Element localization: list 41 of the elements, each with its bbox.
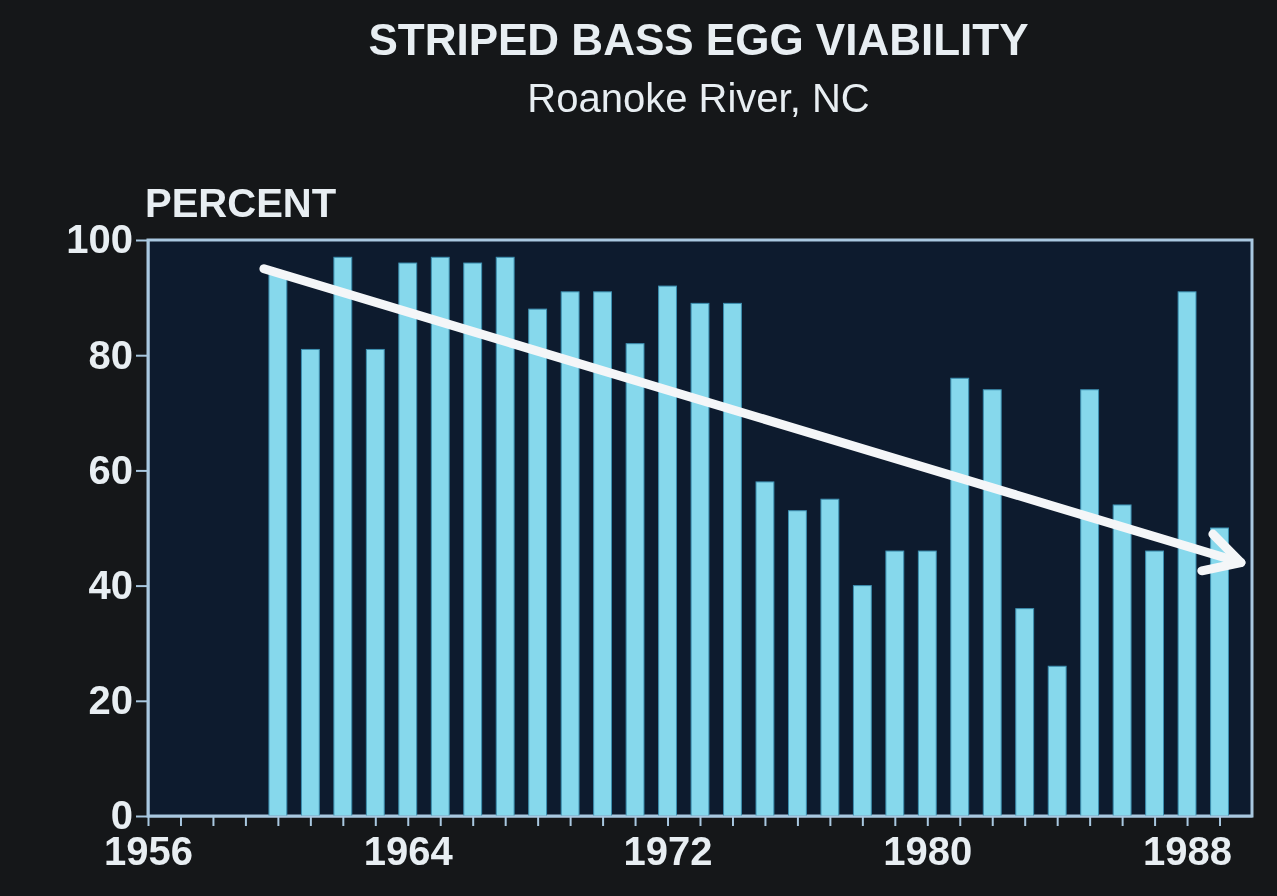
bar <box>820 498 840 817</box>
y-tick-label: 80 <box>88 332 133 377</box>
bar <box>625 343 645 817</box>
bar <box>1015 608 1035 817</box>
bar <box>528 308 548 817</box>
bar <box>658 285 677 817</box>
bar <box>398 262 418 817</box>
bar <box>300 348 320 817</box>
bar <box>1177 291 1197 817</box>
bar <box>1145 550 1165 817</box>
bar <box>982 389 1002 817</box>
bar <box>463 262 483 817</box>
x-tick-label: 1972 <box>623 829 713 873</box>
bar <box>365 348 385 817</box>
bar <box>560 291 580 817</box>
bar <box>1080 389 1100 817</box>
y-axis-title: PERCENT <box>145 181 337 225</box>
y-tick-label: 20 <box>88 678 133 723</box>
bar <box>268 274 288 817</box>
x-tick-label: 1980 <box>883 829 973 873</box>
bar <box>593 291 613 817</box>
y-tick-label: 60 <box>88 447 133 492</box>
bar <box>787 510 807 817</box>
bar <box>1047 665 1067 817</box>
y-tick-label: 100 <box>66 217 133 262</box>
bar <box>885 550 905 817</box>
y-tick-label: 40 <box>88 562 133 607</box>
bar <box>495 256 515 817</box>
bar <box>917 550 937 817</box>
bar <box>1112 504 1132 817</box>
x-tick-label: 1988 <box>1143 829 1233 873</box>
bar <box>430 256 450 817</box>
chart-title: STRIPED BASS EGG VIABILITY <box>368 15 1029 64</box>
bar <box>333 256 353 817</box>
x-tick-label: 1964 <box>363 829 454 873</box>
bar <box>723 302 742 817</box>
chart-subtitle: Roanoke River, NC <box>527 76 870 120</box>
bar <box>950 377 970 817</box>
bar <box>852 585 872 817</box>
bar <box>690 302 710 817</box>
bar <box>755 481 775 817</box>
